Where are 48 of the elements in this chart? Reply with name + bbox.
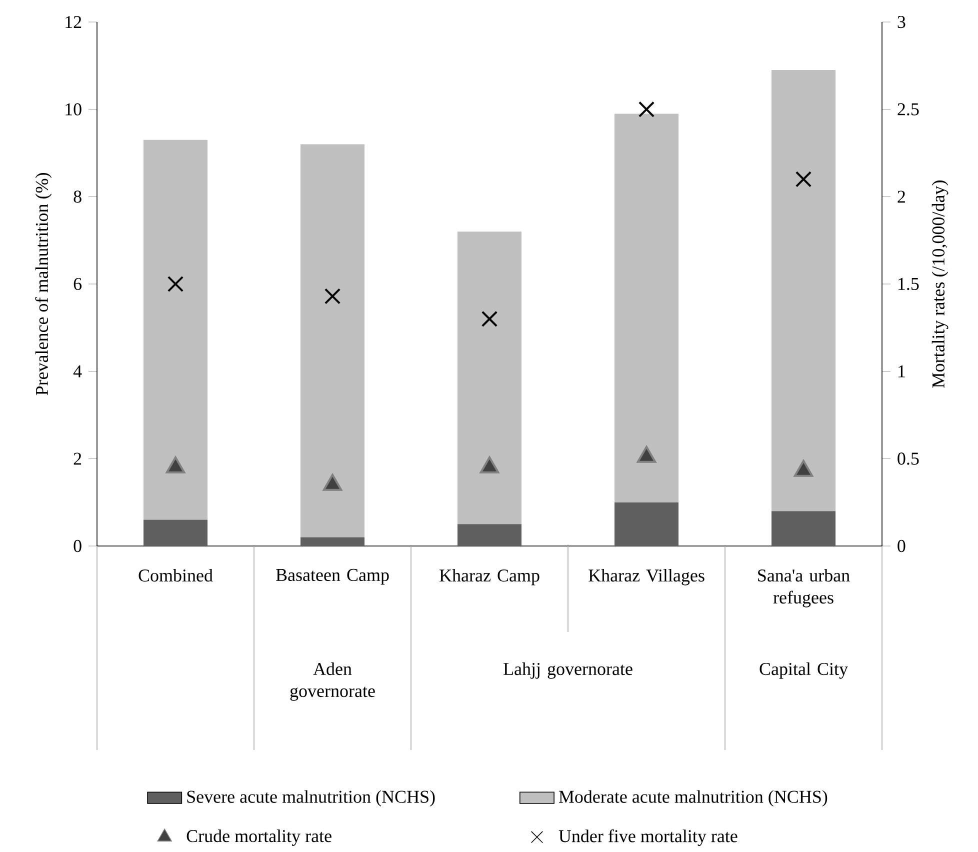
- point: [636, 446, 656, 463]
- point: [322, 474, 342, 491]
- bar: [458, 524, 522, 546]
- x-tick-label: Kharaz Camp: [440, 568, 540, 586]
- bar: [772, 70, 836, 512]
- bar: [614, 502, 679, 546]
- point: [795, 171, 812, 188]
- y-axis-title: Prevalence of malnutrition (%): [35, 173, 52, 396]
- y-tick-label: 2: [74, 452, 82, 465]
- legend-label: Crude mortality rate: [186, 829, 332, 846]
- y2-tick-label: 3: [898, 16, 906, 28]
- y-tick-label: 6: [74, 278, 82, 290]
- text: Aden governorate: [290, 662, 375, 701]
- legend-label: Moderate acute malnutrition (NCHS): [558, 790, 828, 807]
- point: [166, 456, 186, 474]
- bar: [144, 520, 208, 546]
- legend-label: Under five mortality rate: [558, 829, 738, 846]
- point: [638, 101, 655, 118]
- bar: [144, 140, 208, 520]
- x-tick-label: Basateen Camp: [276, 568, 389, 585]
- y2-axis-title: Mortality rates (/10,000/day): [932, 180, 948, 388]
- x-tick-label: Sana'a urban refugees: [758, 568, 850, 608]
- y-tick-label: 10: [66, 103, 82, 116]
- point: [794, 460, 814, 477]
- y-tick-label: 0: [74, 540, 82, 552]
- bar: [458, 232, 522, 524]
- point: [480, 456, 500, 474]
- y2-tick-label: 0: [898, 540, 906, 552]
- point: [167, 276, 184, 292]
- y2-tick-label: 2.5: [898, 103, 919, 116]
- x-tick-label: Kharaz Villages: [588, 568, 704, 586]
- y-tick-label: 8: [74, 190, 82, 203]
- bar: [300, 537, 365, 546]
- bar: [300, 144, 365, 538]
- point: [324, 288, 341, 304]
- y2-tick-label: 2: [898, 190, 905, 203]
- y-tick-label: 12: [66, 16, 82, 28]
- y2-tick-label: 1.5: [898, 278, 919, 290]
- x-tick-label: Combined: [138, 568, 213, 582]
- text: Lahjj governorate: [504, 662, 632, 679]
- text: Capital City: [760, 662, 848, 679]
- y2-tick-label: 1: [898, 365, 905, 378]
- bar: [614, 114, 679, 502]
- y2-tick-label: 0.5: [898, 452, 919, 465]
- point: [481, 310, 498, 328]
- y-tick-label: 4: [73, 365, 82, 378]
- bar: [772, 511, 836, 546]
- legend-label: Severe acute malnutrition (NCHS): [187, 790, 435, 807]
